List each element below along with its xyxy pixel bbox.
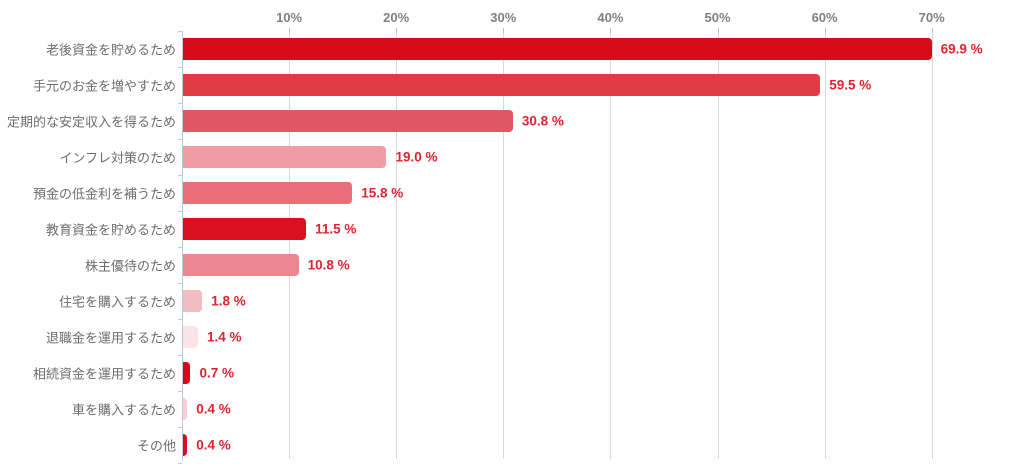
- value-label: 1.8 %: [211, 293, 246, 309]
- bar: [183, 398, 188, 420]
- x-tick-label: 20%: [383, 10, 410, 25]
- category-label: 住宅を購入するため: [58, 294, 176, 310]
- gridline: [396, 33, 398, 459]
- x-tick-label: 40%: [597, 10, 624, 25]
- y-axis-tick: [178, 391, 182, 392]
- x-tick-mark: [824, 28, 826, 34]
- y-axis-tick: [178, 175, 182, 176]
- x-tick-mark: [503, 28, 505, 34]
- category-label: 株主優待のため: [84, 258, 176, 274]
- category-label: インフレ対策のため: [59, 150, 176, 166]
- x-tick-mark: [396, 28, 398, 34]
- gridline: [824, 33, 826, 459]
- y-axis-tick: [178, 103, 182, 104]
- bar: [183, 218, 307, 240]
- value-label: 0.7 %: [199, 365, 235, 381]
- value-label: 19.0 %: [395, 149, 438, 165]
- bar: [183, 146, 387, 168]
- x-tick-label: 30%: [490, 10, 517, 25]
- value-label: 1.4 %: [206, 329, 242, 345]
- gridline: [931, 33, 933, 459]
- bar: [183, 182, 353, 204]
- category-label: 預金の低金利を補うため: [32, 186, 176, 202]
- bar: [183, 434, 188, 456]
- gridline: [610, 33, 612, 459]
- y-axis-tick: [178, 355, 182, 356]
- y-axis-tick: [178, 211, 182, 212]
- bar: [183, 326, 198, 348]
- x-tick-label: 70%: [918, 10, 945, 25]
- category-label: 車を購入するため: [71, 402, 176, 418]
- gridline: [717, 33, 719, 459]
- category-label: 手元のお金を増やすため: [32, 78, 176, 94]
- y-axis-tick: [178, 31, 182, 32]
- value-label: 69.9 %: [940, 41, 983, 57]
- bar: [183, 290, 203, 312]
- category-label: 老後資金を貯めるため: [45, 42, 176, 58]
- x-tick-label: 50%: [704, 10, 731, 25]
- gridline: [289, 33, 291, 459]
- bar: [183, 110, 513, 132]
- x-tick-label: 10%: [276, 10, 303, 25]
- category-label: その他: [136, 438, 176, 454]
- value-label: 11.5 %: [315, 221, 357, 237]
- bar: [183, 362, 191, 384]
- x-tick-label: 60%: [811, 10, 838, 25]
- bar: [183, 74, 821, 96]
- x-tick-mark: [931, 28, 933, 34]
- bar: [183, 254, 299, 276]
- gridline: [503, 33, 505, 459]
- x-tick-mark: [610, 28, 612, 34]
- value-label: 30.8 %: [521, 113, 564, 129]
- x-tick-mark: [717, 28, 719, 34]
- value-label: 59.5 %: [829, 77, 872, 93]
- category-label: 教育資金を貯めるため: [45, 222, 176, 238]
- y-axis-tick: [178, 139, 182, 140]
- y-axis-tick: [178, 463, 182, 464]
- category-label: 定期的な安定収入を得るため: [6, 114, 176, 130]
- y-axis-tick: [178, 247, 182, 248]
- y-axis-tick: [178, 67, 182, 68]
- value-label: 0.4 %: [196, 401, 231, 417]
- y-axis-tick: [178, 283, 182, 284]
- value-label: 10.8 %: [307, 257, 350, 273]
- y-axis-tick: [178, 427, 182, 428]
- y-axis-tick: [178, 319, 182, 320]
- category-label: 退職金を運用するため: [45, 330, 176, 346]
- value-label: 15.8 %: [361, 185, 404, 201]
- category-label: 相続資金を運用するため: [32, 366, 176, 382]
- y-axis-line: [182, 31, 183, 461]
- value-label: 0.4 %: [196, 437, 231, 453]
- bar: [183, 38, 932, 60]
- x-tick-mark: [289, 28, 291, 34]
